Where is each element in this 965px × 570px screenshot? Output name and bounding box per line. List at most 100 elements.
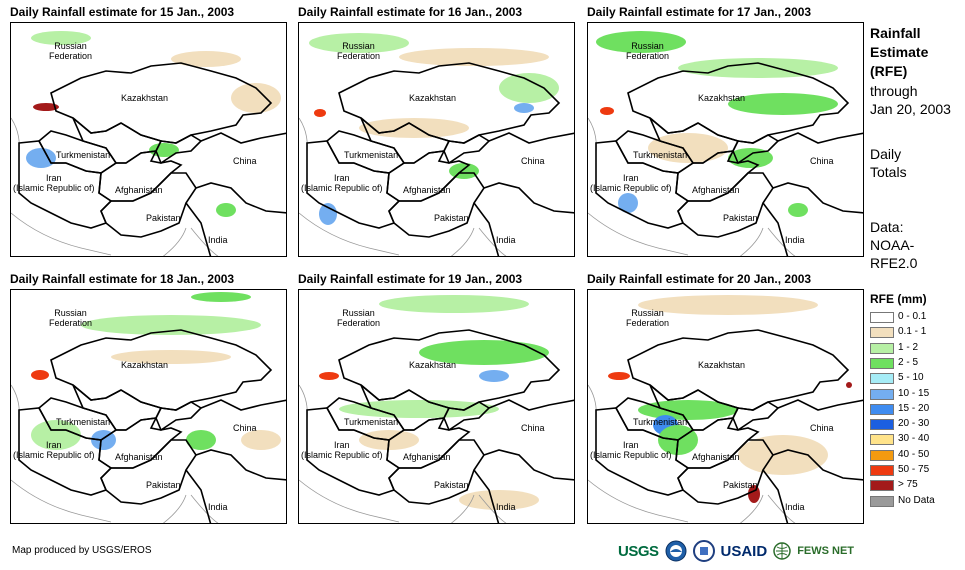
- country-border: [18, 140, 113, 229]
- rainfall-area: [359, 118, 469, 138]
- legend-label: > 75: [898, 479, 918, 491]
- legend-label: 5 - 10: [898, 372, 924, 384]
- rainfall-map-day-20: Russian Federation Kazakhstan Turkmenistan…: [587, 289, 864, 524]
- rainfall-area: [514, 103, 534, 113]
- rainfall-area: [638, 295, 818, 315]
- country-label-iran: Iran (Islamic Republic of): [13, 440, 95, 460]
- country-label-kazakhstan: Kazakhstan: [698, 93, 746, 103]
- country-label-china: China: [521, 423, 545, 433]
- rainfall-area: [596, 31, 686, 53]
- country-border: [306, 407, 401, 496]
- country-border: [627, 329, 850, 411]
- country-label-iran: Iran (Islamic Republic of): [301, 440, 383, 460]
- country-label-turkmenistan: Turkmenistan: [633, 150, 688, 160]
- rainfall-area: [171, 51, 241, 67]
- country-label-afghanistan: Afghanistan: [115, 452, 163, 462]
- panel-title: Daily Rainfall estimate for 17 Jan., 200…: [587, 5, 812, 19]
- coastline: [299, 117, 507, 256]
- country-label-india: India: [208, 235, 228, 245]
- country-border: [473, 132, 574, 256]
- sidebar-title: Rainfall Estimate (RFE): [870, 25, 929, 79]
- dhs-seal-icon: [692, 540, 715, 562]
- legend-label: 2 - 5: [898, 356, 919, 368]
- country-label-iran: Iran (Islamic Republic of): [13, 173, 95, 193]
- rainfall-area: [648, 133, 728, 163]
- panel-title: Daily Rainfall estimate for 18 Jan., 200…: [10, 272, 235, 286]
- rainfall-area: [600, 107, 614, 115]
- rainfall-area: [608, 372, 630, 380]
- legend-swatch: [870, 327, 894, 339]
- country-label-russia: Russian Federation: [337, 41, 381, 61]
- rainfall-map-day-16: Russian Federation Kazakhstan Turkmenistan…: [298, 22, 575, 257]
- country-label-china: China: [810, 156, 834, 166]
- country-label-kazakhstan: Kazakhstan: [698, 360, 746, 370]
- rainfall-area: [618, 193, 638, 213]
- legend-swatch: [870, 434, 894, 446]
- map-credit: Map produced by USGS/EROS: [12, 545, 152, 556]
- rainfall-map-day-17: Russian Federation Kazakhstan Turkmenistan…: [587, 22, 864, 257]
- rainfall-area: [499, 73, 559, 103]
- country-label-pakistan: Pakistan: [723, 213, 758, 223]
- rainfall-area: [788, 203, 808, 217]
- map-canvas: [11, 292, 286, 523]
- country-label-kazakhstan: Kazakhstan: [121, 360, 169, 370]
- country-label-turkmenistan: Turkmenistan: [56, 150, 111, 160]
- country-border: [726, 401, 780, 431]
- legend-label: 0.1 - 1: [898, 326, 927, 338]
- rainfall-area: [186, 430, 216, 450]
- country-label-russia: Russian Federation: [626, 41, 670, 61]
- country-border: [762, 132, 863, 256]
- rainfall-area: [31, 31, 91, 45]
- country-label-turkmenistan: Turkmenistan: [56, 417, 111, 427]
- country-label-kazakhstan: Kazakhstan: [409, 360, 457, 370]
- coastline: [11, 117, 219, 256]
- legend-label: 15 - 20: [898, 402, 930, 414]
- country-label-india: India: [496, 235, 516, 245]
- legend-label: No Data: [898, 494, 935, 506]
- country-label-russia: Russian Federation: [626, 308, 670, 328]
- legend-swatch: [870, 480, 894, 492]
- legend-label: 0 - 0.1: [898, 311, 927, 322]
- legend-swatch: [870, 495, 894, 507]
- country-label-iran: Iran (Islamic Republic of): [301, 173, 383, 193]
- rainfall-area: [339, 400, 499, 418]
- legend-swatch: [870, 449, 894, 461]
- rainfall-area: [319, 203, 337, 225]
- rainfall-area: [31, 370, 49, 380]
- rainfall-area: [319, 372, 339, 380]
- country-border: [437, 401, 491, 431]
- legend-label: 20 - 30: [898, 418, 930, 430]
- map-canvas: [588, 295, 863, 523]
- panel-title: Daily Rainfall estimate for 16 Jan., 200…: [298, 5, 523, 19]
- country-label-iran: Iran (Islamic Republic of): [590, 173, 672, 193]
- country-label-india: India: [208, 502, 228, 512]
- legend-label: 1 - 2: [898, 341, 919, 353]
- country-border: [762, 399, 863, 523]
- country-label-pakistan: Pakistan: [434, 213, 469, 223]
- country-label-pakistan: Pakistan: [146, 213, 181, 223]
- legend-label: 30 - 40: [898, 433, 930, 445]
- coastline: [588, 384, 796, 523]
- rainfall-area: [111, 350, 231, 364]
- country-label-india: India: [496, 502, 516, 512]
- country-border: [306, 140, 401, 229]
- legend-label: 10 - 15: [898, 387, 930, 399]
- country-label-russia: Russian Federation: [337, 308, 381, 328]
- coastline: [299, 384, 507, 523]
- country-border: [149, 401, 203, 431]
- rainfall-area: [81, 315, 261, 335]
- country-label-pakistan: Pakistan: [434, 480, 469, 490]
- country-label-china: China: [233, 423, 257, 433]
- country-label-russia: Russian Federation: [49, 41, 93, 61]
- rainfall-area: [309, 33, 409, 53]
- rainfall-area: [479, 370, 509, 382]
- country-label-india: India: [785, 235, 805, 245]
- rainfall-area: [31, 420, 81, 450]
- country-label-pakistan: Pakistan: [146, 480, 181, 490]
- country-border: [50, 329, 273, 411]
- country-border: [100, 172, 197, 238]
- legend-label: 40 - 50: [898, 448, 930, 460]
- rainfall-area: [399, 48, 549, 66]
- country-label-kazakhstan: Kazakhstan: [121, 93, 169, 103]
- country-border: [595, 140, 690, 229]
